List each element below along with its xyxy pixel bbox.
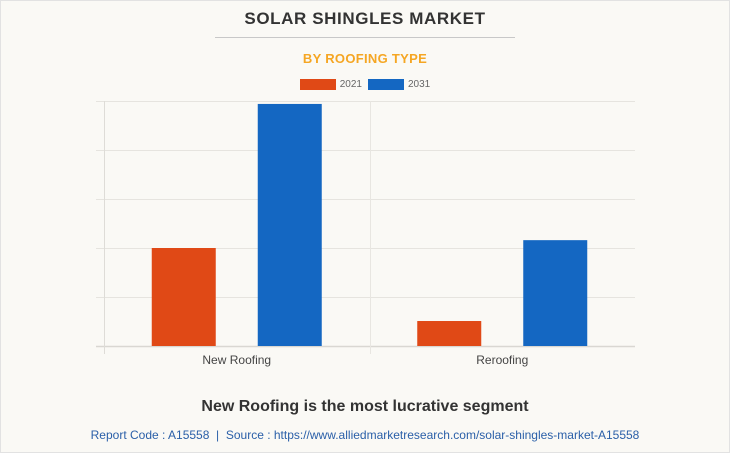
chart-subtitle: BY ROOFING TYPE xyxy=(302,51,428,66)
legend-item-2021[interactable]: 2021 xyxy=(299,79,362,90)
bar-new-roofing-2031 xyxy=(257,103,322,346)
chart-title: SOLAR SHINGLES MARKET xyxy=(244,9,486,28)
x-tick-label-new-roofing: New Roofing xyxy=(202,353,271,367)
x-tick-label-reroofing: Reroofing xyxy=(476,353,528,367)
bar-reroofing-2031 xyxy=(523,240,588,346)
bar-new-roofing-2021 xyxy=(151,248,216,346)
chart-legend: 2021 2031 xyxy=(0,79,730,90)
legend-swatch-2021 xyxy=(299,79,336,90)
legend-item-2031[interactable]: 2031 xyxy=(368,79,430,90)
legend-label-2031: 2031 xyxy=(408,79,431,90)
title-divider xyxy=(215,37,515,38)
source-line[interactable]: Report Code : A15558 | Source : https://… xyxy=(90,428,640,442)
bar-reroofing-2021 xyxy=(417,321,482,346)
legend-label-2021: 2021 xyxy=(339,79,362,90)
legend-swatch-2031 xyxy=(368,79,404,90)
key-takeaway: New Roofing is the most lucrative segmen… xyxy=(201,398,529,415)
